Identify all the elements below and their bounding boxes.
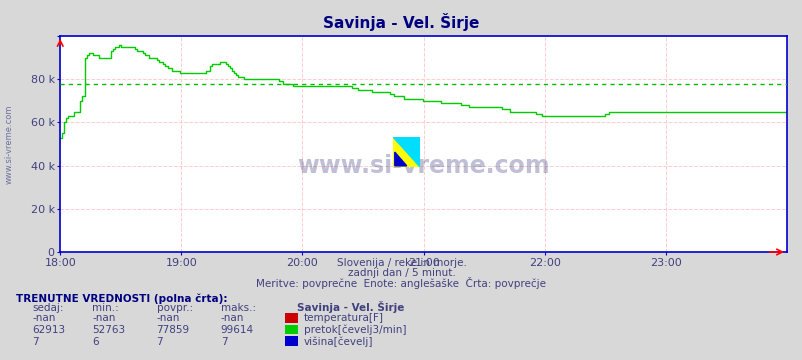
Text: www.si-vreme.com: www.si-vreme.com	[5, 104, 14, 184]
Text: pretok[čevelj3/min]: pretok[čevelj3/min]	[303, 324, 406, 335]
Text: Meritve: povprečne  Enote: anglešaške  Črta: povprečje: Meritve: povprečne Enote: anglešaške Črt…	[256, 277, 546, 289]
Text: -nan: -nan	[32, 314, 55, 324]
Text: 62913: 62913	[32, 325, 65, 335]
Text: -nan: -nan	[92, 314, 115, 324]
Text: Savinja - Vel. Širje: Savinja - Vel. Širje	[323, 13, 479, 31]
Text: 7: 7	[221, 337, 227, 347]
Polygon shape	[393, 137, 419, 167]
Text: zadnji dan / 5 minut.: zadnji dan / 5 minut.	[347, 269, 455, 279]
Text: povpr.:: povpr.:	[156, 303, 192, 314]
Text: -nan: -nan	[221, 314, 244, 324]
Text: TRENUTNE VREDNOSTI (polna črta):: TRENUTNE VREDNOSTI (polna črta):	[16, 293, 227, 304]
Text: Slovenija / reke in morje.: Slovenija / reke in morje.	[336, 258, 466, 268]
Polygon shape	[393, 137, 419, 167]
Text: -nan: -nan	[156, 314, 180, 324]
Text: 77859: 77859	[156, 325, 189, 335]
Text: 7: 7	[156, 337, 163, 347]
Text: min.:: min.:	[92, 303, 119, 314]
Text: maks.:: maks.:	[221, 303, 256, 314]
Polygon shape	[395, 152, 406, 166]
Text: sedaj:: sedaj:	[32, 303, 63, 314]
Text: višina[čevelj]: višina[čevelj]	[303, 336, 373, 347]
Text: temperatura[F]: temperatura[F]	[303, 314, 383, 324]
Text: www.si-vreme.com: www.si-vreme.com	[297, 154, 549, 177]
Text: 6: 6	[92, 337, 99, 347]
Text: Savinja - Vel. Širje: Savinja - Vel. Širje	[297, 301, 404, 314]
Text: 99614: 99614	[221, 325, 253, 335]
Text: 7: 7	[32, 337, 38, 347]
Text: 52763: 52763	[92, 325, 125, 335]
